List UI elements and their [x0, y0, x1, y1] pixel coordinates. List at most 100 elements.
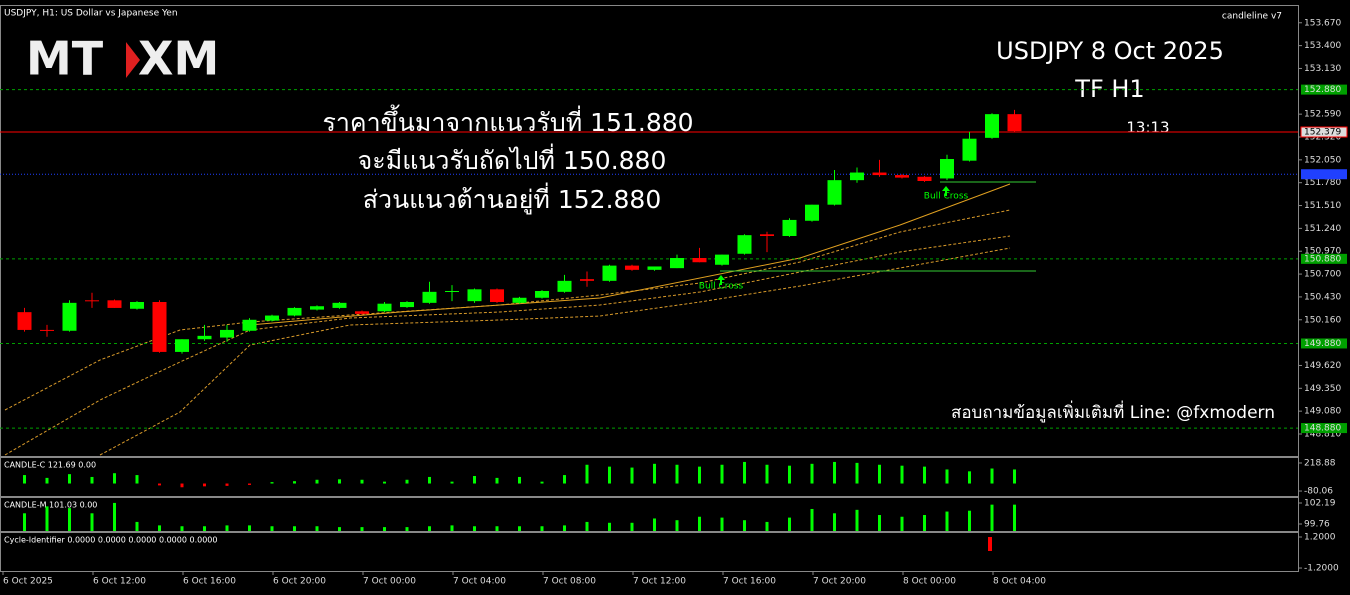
candle-body — [287, 307, 302, 316]
y-tick-label: 152.590 — [1304, 110, 1341, 120]
histogram-bar — [360, 479, 364, 484]
y-tick-label: 152.050 — [1304, 155, 1341, 165]
histogram-bar — [540, 526, 544, 531]
candle-body — [1007, 114, 1022, 132]
candle-body — [512, 297, 527, 303]
note: ส่วนแนวต้านอยู่ที่ 152.880 — [363, 182, 661, 215]
histogram-bar — [608, 522, 611, 531]
level-label: 152.880 — [1304, 85, 1341, 95]
level-box — [1301, 84, 1347, 95]
candle-body — [850, 172, 864, 181]
candle-body — [85, 300, 99, 302]
candle-body — [467, 289, 482, 302]
histogram-bar — [1013, 504, 1016, 531]
histogram-bar — [855, 509, 859, 531]
candle-body — [580, 279, 594, 281]
y-tick-label: 148.810 — [1304, 430, 1341, 440]
histogram-bar — [810, 508, 814, 531]
histogram-bar — [720, 464, 724, 484]
y-tick-label: 153.400 — [1304, 41, 1341, 51]
candle-body — [962, 138, 977, 161]
histogram-bar — [495, 526, 499, 531]
histogram-bar — [653, 463, 656, 484]
histogram-bar — [23, 475, 26, 484]
bid-label: 152.379 — [1304, 128, 1341, 138]
histogram-bar — [180, 526, 184, 531]
histogram-bar — [473, 476, 476, 484]
panel-title: CANDLE-C 121.69 0.00 — [4, 461, 96, 470]
histogram-bar — [315, 526, 319, 531]
histogram-bar — [203, 483, 206, 487]
histogram-bar — [878, 515, 881, 531]
candle-body — [917, 176, 932, 181]
histogram-bar — [743, 461, 746, 484]
note: จะมีแนวรับถัดไปที่ 150.880 — [358, 143, 667, 175]
histogram-bar — [383, 481, 386, 484]
histogram-bar — [900, 465, 904, 484]
histogram-bar — [113, 502, 116, 531]
candle-body — [692, 258, 707, 263]
histogram-bar — [563, 475, 566, 484]
arrow — [942, 186, 950, 196]
x-tick-label: 7 Oct 04:00 — [453, 577, 506, 587]
histogram-bar — [225, 525, 229, 531]
histogram-bar — [90, 476, 94, 484]
histogram-bar — [23, 513, 26, 531]
histogram-bar — [293, 526, 296, 531]
level-label: 150.880 — [1304, 254, 1341, 264]
candle-body — [40, 329, 54, 331]
indicator-name: candleline v7 — [1222, 12, 1282, 22]
y-tick-label: -80.06 — [1304, 487, 1333, 497]
histogram-bar — [428, 526, 431, 531]
candle-body — [17, 312, 32, 330]
candle-body — [355, 311, 369, 314]
level-box — [1301, 338, 1347, 349]
histogram-bar — [180, 483, 184, 488]
histogram-bar — [765, 521, 769, 531]
candle-body — [535, 291, 549, 298]
histogram-bar — [810, 463, 814, 484]
histogram-bar — [698, 466, 701, 484]
candle-body — [490, 289, 504, 302]
y-tick-label: 150.160 — [1304, 315, 1341, 325]
x-tick-label: 6 Oct 20:00 — [273, 577, 326, 587]
candle-body — [130, 302, 144, 309]
histogram-bar — [338, 479, 341, 484]
y-tick-label: 153.130 — [1304, 64, 1341, 74]
histogram-bar — [990, 468, 994, 484]
histogram-bar — [405, 527, 409, 531]
histogram-bar — [158, 483, 161, 486]
y-tick-label: 218.88 — [1304, 458, 1336, 468]
histogram-bar — [923, 515, 926, 531]
histogram-bar — [1013, 469, 1016, 484]
candle-body — [827, 180, 842, 205]
histogram-bar — [473, 526, 476, 531]
histogram-bar — [945, 511, 949, 531]
level-box — [1301, 423, 1347, 434]
histogram-bar — [653, 518, 656, 531]
histogram-bar — [585, 464, 589, 484]
blue-box — [1301, 169, 1347, 180]
histogram-bar — [900, 516, 904, 531]
candle-body — [625, 265, 639, 270]
histogram-bar — [248, 483, 251, 485]
histogram-bar — [383, 527, 386, 531]
histogram-bar — [630, 467, 634, 484]
candle-body — [62, 302, 77, 331]
histogram-bar — [158, 525, 161, 531]
candle-body — [445, 291, 459, 292]
contact: สอบถามข้อมูลเพิ่มเติมที่ Line: @fxmodern — [951, 400, 1275, 423]
panel-frame — [0, 457, 1299, 497]
histogram-bar — [113, 473, 116, 484]
histogram-bar — [833, 513, 836, 531]
timeframe: TF H1 — [1074, 75, 1144, 103]
histogram-bar — [360, 527, 364, 531]
level-label: 148.880 — [1304, 424, 1341, 434]
y-tick-label: 102.19 — [1304, 499, 1336, 509]
arrow — [717, 275, 725, 285]
candle-body — [737, 235, 752, 254]
y-tick-label: 151.510 — [1304, 201, 1341, 211]
histogram-bar — [338, 527, 341, 531]
panel-title: CANDLE-M 101.03 0.00 — [4, 501, 97, 510]
